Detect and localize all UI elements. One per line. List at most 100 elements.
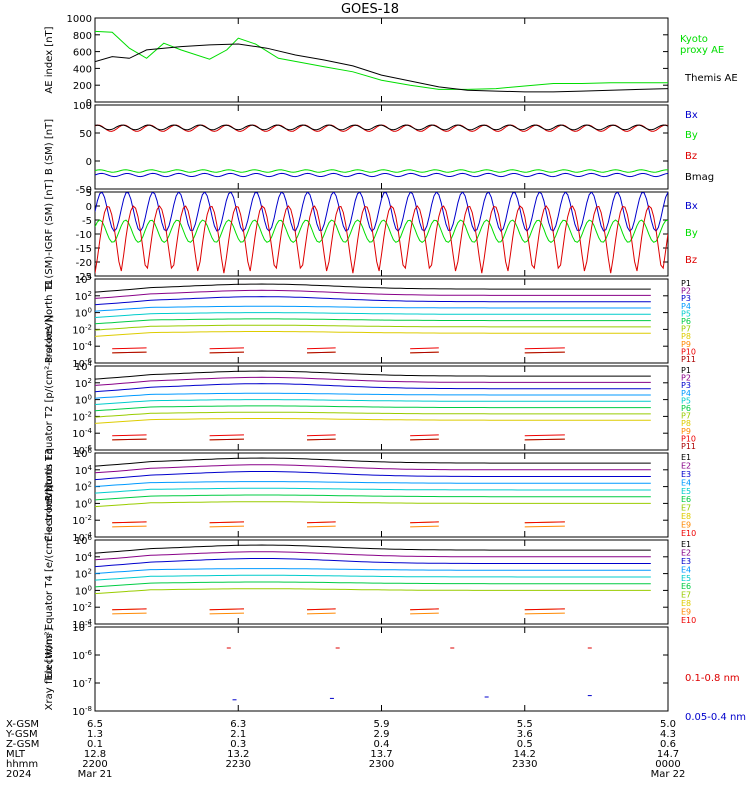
channel-segment-p10 — [209, 347, 244, 350]
legend-p4: P4 — [681, 302, 691, 311]
ephemeris-value: 1.3 — [87, 729, 103, 740]
figure-title: GOES-18 — [341, 2, 399, 17]
ephemeris-value: 5.0 — [660, 719, 676, 730]
series-line-bx — [95, 172, 668, 178]
y-axis-label: Electrons Equator T4 [e/(cm²-s-sr-keV)] — [44, 484, 55, 679]
legend-p9: P9 — [681, 340, 691, 349]
y-tick-label: -50 — [76, 185, 92, 196]
channel-segment-e10 — [524, 521, 565, 524]
channel-line-e1 — [95, 544, 651, 554]
y-tick-label: -15 — [76, 244, 92, 255]
y-tick-label: 5 — [86, 188, 92, 199]
channel-segment-e10 — [410, 608, 439, 611]
legend-p6: P6 — [681, 317, 691, 326]
channel-segment-e10 — [524, 608, 565, 611]
y-tick-label: 10-7 — [72, 677, 92, 690]
legend-kyoto: Kyoto — [680, 34, 708, 45]
y-tick-label: 10-2 — [72, 410, 92, 423]
legend-p7: P7 — [681, 325, 691, 334]
channel-segment-p11 — [306, 351, 336, 354]
y-tick-label: 200 — [73, 81, 92, 92]
ephemeris-value: 2300 — [369, 759, 394, 770]
legend-long-band: 0.1-0.8 nm — [685, 673, 740, 684]
channel-segment-e10 — [112, 521, 147, 524]
channel-segment-p10 — [306, 434, 336, 437]
channel-line-p4 — [95, 392, 651, 399]
y-tick-label: 104 — [75, 464, 93, 477]
legend-e7: E7 — [681, 504, 691, 513]
ephemeris-value: 6.5 — [87, 719, 103, 730]
y-tick-label: -25 — [76, 272, 92, 283]
channel-segment-p10 — [524, 347, 565, 350]
y-tick-label: 10-2 — [72, 323, 92, 336]
channel-segment-p10 — [306, 347, 336, 350]
channel-segment-p11 — [112, 351, 147, 354]
channel-line-e3 — [95, 471, 651, 481]
y-tick-label: 10-8 — [72, 705, 92, 718]
legend-short-band: 0.05-0.4 nm — [685, 712, 746, 723]
y-tick-label: -20 — [76, 258, 92, 269]
channel-segment-p11 — [306, 438, 336, 441]
channel-line-p8 — [95, 331, 651, 337]
channel-segment-e9 — [524, 612, 565, 615]
legend-bz: Bz — [685, 255, 697, 266]
legend-bz: Bz — [685, 151, 697, 162]
legend-p3: P3 — [681, 294, 691, 303]
legend-e4: E4 — [681, 565, 691, 574]
ephemeris-value: 13.7 — [370, 749, 392, 760]
channel-segment-e10 — [209, 521, 244, 524]
channel-segment-e10 — [306, 521, 336, 524]
channel-segment-e9 — [112, 612, 147, 615]
y-tick-label: 50 — [79, 129, 92, 140]
channel-line-p2 — [95, 289, 651, 299]
legend-p2: P2 — [681, 374, 691, 383]
channel-segment-e10 — [306, 608, 336, 611]
y-tick-label: 104 — [75, 360, 93, 373]
plot-area — [95, 370, 651, 441]
ephemeris-row-label: X-GSM — [6, 719, 39, 730]
panel-frame — [94, 17, 669, 103]
ephemeris-value: 4.3 — [660, 729, 676, 740]
ephemeris-value: 2.9 — [374, 729, 390, 740]
y-tick-label: 100 — [73, 101, 92, 112]
y-axis-label: B (SM)-IGRF (SM) [nT] — [44, 179, 55, 288]
channel-line-p7 — [95, 324, 651, 331]
channel-segment-p11 — [209, 438, 244, 441]
plot-area — [95, 283, 651, 354]
legend-by: By — [685, 130, 698, 141]
channel-line-e6 — [95, 581, 651, 588]
ephemeris-value: 2200 — [82, 759, 107, 770]
channel-segment-e10 — [209, 608, 244, 611]
channel-line-e2 — [95, 551, 651, 561]
ephemeris-value: Mar 22 — [651, 769, 686, 780]
y-tick-label: 10-6 — [72, 444, 92, 457]
y-axis-label: B (SM) [nT] — [44, 119, 55, 175]
channel-segment-p11 — [524, 351, 565, 354]
y-tick-label: 600 — [73, 48, 92, 59]
panel-6: 106 104 102 100 10-2 10-4 Electrons North T3 E1… — [44, 447, 696, 544]
ephemeris-value: 2230 — [226, 759, 251, 770]
legend-p4: P4 — [681, 389, 691, 398]
legend-bx: Bx — [685, 201, 698, 212]
plot-area — [95, 124, 668, 178]
channel-segment-p10 — [112, 434, 147, 437]
channel-segment-e9 — [306, 612, 336, 615]
channel-segment-e10 — [410, 521, 439, 524]
channel-line-e4 — [95, 481, 651, 487]
panel-frame — [94, 626, 669, 712]
y-tick-label: 10-4 — [72, 340, 92, 353]
panel-frame — [94, 452, 669, 538]
y-tick-label: 10-4 — [72, 531, 92, 544]
legend-e1: E1 — [681, 540, 691, 549]
channel-line-e7 — [95, 588, 651, 595]
series-line-bx — [95, 192, 668, 233]
y-tick-label: -5 — [82, 216, 92, 227]
y-tick-label: 106 — [75, 447, 93, 460]
channel-line-p6 — [95, 318, 651, 325]
channel-line-p3 — [95, 383, 651, 393]
panel-frame — [94, 539, 669, 625]
channel-line-p1 — [95, 370, 651, 380]
plot-area — [95, 457, 651, 528]
